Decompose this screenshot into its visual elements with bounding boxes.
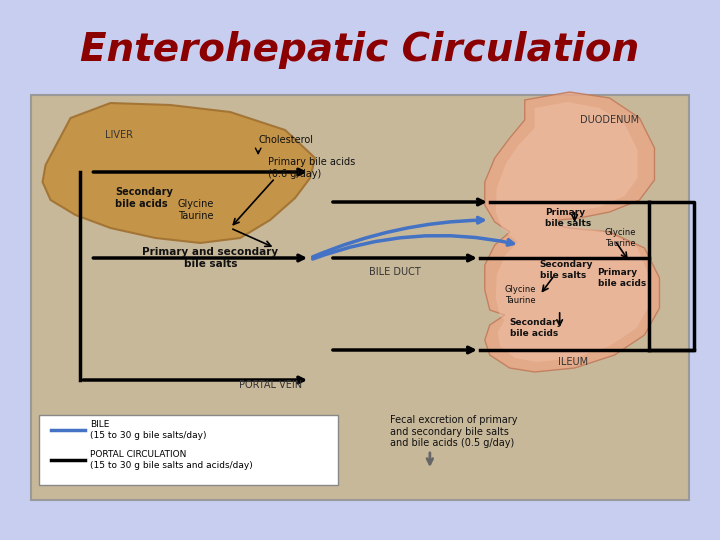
Text: Cholesterol: Cholesterol	[258, 135, 313, 145]
Text: Primary and secondary
bile salts: Primary and secondary bile salts	[142, 247, 279, 269]
Text: Glycine
Taurine: Glycine Taurine	[177, 199, 213, 221]
Text: Enterohepatic Circulation: Enterohepatic Circulation	[81, 31, 639, 69]
Text: Fecal excretion of primary
and secondary bile salts
and bile acids (0.5 g/day): Fecal excretion of primary and secondary…	[390, 415, 518, 448]
Text: LIVER: LIVER	[105, 130, 133, 140]
Text: Glycine
Taurine: Glycine Taurine	[505, 285, 536, 305]
Polygon shape	[485, 92, 660, 372]
Text: Primary bile acids
(0.6 g/day): Primary bile acids (0.6 g/day)	[268, 157, 356, 179]
Text: Secondary
bile salts: Secondary bile salts	[540, 260, 593, 280]
Text: Primary
bile salts: Primary bile salts	[544, 208, 591, 228]
Text: ILEUM: ILEUM	[557, 357, 588, 367]
Text: PORTAL VEIN: PORTAL VEIN	[238, 380, 302, 390]
Polygon shape	[496, 102, 649, 362]
Text: Secondary
bile acids: Secondary bile acids	[115, 187, 174, 209]
Bar	[30, 95, 690, 500]
Text: Glycine
Taurine: Glycine Taurine	[605, 228, 636, 248]
Text: PORTAL CIRCULATION
(15 to 30 g bile salts and acids/day): PORTAL CIRCULATION (15 to 30 g bile salt…	[91, 450, 253, 470]
Polygon shape	[42, 103, 315, 243]
Bar	[39, 415, 338, 485]
Text: BILE DUCT: BILE DUCT	[369, 267, 420, 277]
Text: DUODENUM: DUODENUM	[580, 115, 639, 125]
Text: BILE
(15 to 30 g bile salts/day): BILE (15 to 30 g bile salts/day)	[91, 420, 207, 440]
Text: Secondary
bile acids: Secondary bile acids	[510, 318, 563, 338]
Text: Primary
bile acids: Primary bile acids	[598, 268, 646, 288]
